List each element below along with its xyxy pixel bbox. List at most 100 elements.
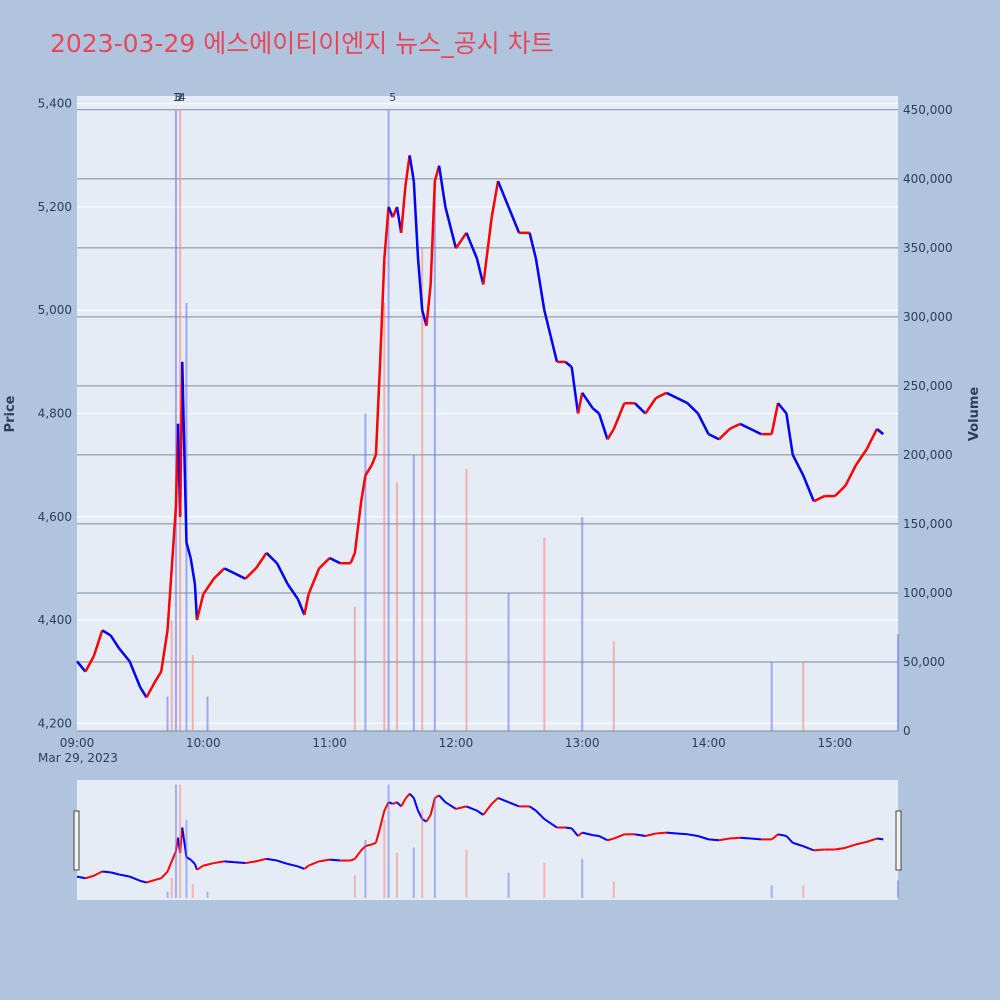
price-segment <box>303 593 310 616</box>
mini-price-segment <box>697 835 709 841</box>
price-segment <box>475 258 485 285</box>
price-segment <box>564 360 573 369</box>
price-segment <box>444 206 458 249</box>
price-segment <box>534 258 546 311</box>
mini-price-segment <box>404 793 411 800</box>
price-segment <box>185 542 192 559</box>
price-segment <box>387 206 394 218</box>
mini-price-segment <box>792 841 804 848</box>
price-segment <box>665 391 678 400</box>
time-tick-label: 12:00 <box>439 736 474 750</box>
range-slider[interactable] <box>77 780 898 900</box>
volume-bar <box>770 661 773 731</box>
mini-price-segment <box>813 848 825 852</box>
mini-price-segment <box>676 832 688 836</box>
price-segment <box>802 474 815 502</box>
volume-tick-label: 300,000 <box>903 310 953 324</box>
range-slider-left-handle[interactable] <box>73 810 80 871</box>
mini-price-segment <box>379 810 386 828</box>
price-segment <box>425 284 432 326</box>
mini-volume-bar <box>395 852 398 898</box>
mini-price-segment <box>193 863 198 871</box>
mini-price-segment <box>350 857 356 862</box>
mini-price-segment <box>303 864 310 870</box>
price-segment <box>109 634 121 650</box>
time-tick-label: 15:00 <box>818 736 853 750</box>
price-tick-label: 5,000 <box>38 303 72 317</box>
price-segment <box>265 551 278 565</box>
mini-price-segment <box>543 818 552 825</box>
volume-tick-label: 150,000 <box>903 517 953 531</box>
price-tick-label: 4,400 <box>38 613 72 627</box>
mini-price-segment <box>297 865 305 870</box>
volume-tick-label: 100,000 <box>903 586 953 600</box>
price-segment <box>429 181 437 285</box>
mini-price-segment <box>110 871 120 876</box>
price-segment <box>644 397 657 415</box>
mini-volume-bar <box>174 784 177 898</box>
price-segment <box>202 578 215 595</box>
price-segment <box>374 361 382 455</box>
volume-bar <box>412 454 415 731</box>
volume-tick-label: 250,000 <box>903 379 953 393</box>
range-slider-series <box>76 793 884 884</box>
price-tick-label: 4,600 <box>38 510 72 524</box>
mini-price-segment <box>102 870 111 874</box>
mini-price-segment <box>329 858 341 862</box>
volume-bar <box>897 634 899 731</box>
price-segment <box>254 552 268 570</box>
price-segment <box>696 412 710 435</box>
mini-price-segment <box>570 827 579 837</box>
mini-price-segment <box>266 857 278 862</box>
price-segment <box>591 407 600 415</box>
price-segment <box>166 568 173 631</box>
mini-volume-bar <box>421 809 424 898</box>
price-segment <box>597 413 609 440</box>
price-segment <box>465 232 479 260</box>
price-segment <box>181 361 188 543</box>
mini-volume-bar <box>166 891 169 898</box>
mini-volume-bar <box>802 885 805 898</box>
range-slider-right-handle[interactable] <box>895 810 902 871</box>
price-segment <box>876 428 885 436</box>
volume-bar <box>465 468 468 731</box>
volume-tick-label: 450,000 <box>903 103 953 117</box>
price-segment <box>412 181 420 259</box>
price-segment <box>576 392 584 414</box>
volume-bar <box>364 413 367 731</box>
annotation-label: 1 <box>173 91 180 104</box>
price-segment <box>223 567 236 575</box>
price-segment <box>676 396 689 405</box>
mini-price-segment <box>466 805 478 812</box>
price-segment <box>854 448 868 466</box>
mini-price-segment <box>166 860 173 872</box>
mini-price-segment <box>482 803 493 816</box>
price-segment <box>153 670 163 683</box>
mini-price-segment <box>93 870 103 877</box>
price-segment <box>170 506 178 569</box>
mini-price-segment <box>577 831 583 837</box>
volume-bar <box>174 109 177 732</box>
price-segment <box>707 433 720 441</box>
mini-price-segment <box>634 833 646 837</box>
volume-tick-label: 0 <box>903 724 911 738</box>
price-segment <box>159 630 169 672</box>
mini-price-segment <box>160 870 169 879</box>
price-segment <box>364 464 373 477</box>
mini-volume-bar <box>170 877 173 898</box>
mini-price-segment <box>655 831 667 835</box>
price-segment <box>378 258 386 362</box>
volume-bar <box>387 109 390 732</box>
price-segment <box>454 232 468 249</box>
price-segment <box>865 428 879 451</box>
price-segment <box>482 217 493 285</box>
mini-volume-bar <box>185 819 188 898</box>
price-series <box>76 155 885 699</box>
mini-volume-bar <box>433 797 436 898</box>
mini-price-segment <box>444 801 457 810</box>
volume-bar <box>802 661 805 731</box>
mini-price-segment <box>425 814 432 823</box>
price-segment <box>813 494 825 503</box>
